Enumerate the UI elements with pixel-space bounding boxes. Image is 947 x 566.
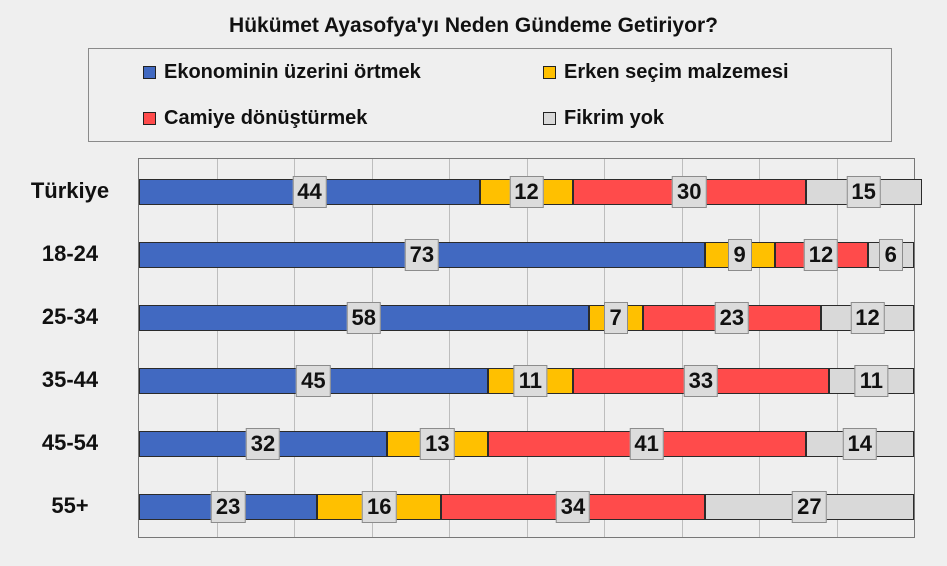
data-label: 14 — [842, 428, 877, 460]
data-label: 41 — [629, 428, 664, 460]
data-label: 30 — [672, 176, 707, 208]
data-label: 34 — [555, 491, 591, 523]
legend-item-erken-secim: Erken seçim malzemesi — [543, 61, 789, 84]
legend-label-fikrim-yok: Fikrim yok — [564, 107, 665, 129]
legend: Ekonominin üzerini örtmek Erken seçim ma… — [88, 48, 892, 142]
category-label: 25-34 — [41, 304, 99, 329]
data-label: 23 — [714, 302, 750, 334]
legend-item-camiye: Camiye dönüştürmek — [143, 107, 367, 130]
gridline — [836, 159, 838, 537]
data-label: 32 — [245, 428, 281, 460]
legend-item-fikrim-yok: Fikrim yok — [543, 107, 664, 130]
data-label: 11 — [854, 365, 889, 397]
gridline — [604, 159, 605, 537]
gridline — [371, 159, 373, 537]
legend-item-ekonomi: Ekonominin üzerini örtmek — [143, 61, 421, 84]
category-label: 35-44 — [41, 367, 99, 392]
data-label: 33 — [683, 365, 719, 397]
data-label: 9 — [727, 239, 752, 271]
legend-label-erken-secim: Erken seçim malzemesi — [564, 61, 789, 83]
data-label: 44 — [292, 176, 327, 208]
data-label: 11 — [513, 365, 548, 397]
legend-label-camiye: Camiye dönüştürmek — [164, 107, 368, 129]
gridline — [681, 159, 683, 537]
data-label: 16 — [362, 491, 397, 523]
category-label: 45-54 — [41, 430, 99, 455]
data-label: 15 — [846, 176, 881, 208]
data-label: 12 — [803, 239, 839, 271]
gridline — [294, 159, 295, 537]
plot-area: 44 12 30 15 73 9 12 6 58 7 23 12 45 11 33 11 32 13 41 14 23 1… — [138, 158, 922, 538]
legend-swatch-erken-secim — [543, 66, 556, 79]
category-label: Türkiye — [30, 178, 110, 203]
data-label: 27 — [792, 491, 827, 523]
legend-swatch-fikrim-yok — [543, 112, 556, 125]
legend-label-ekonomi: Ekonominin üzerini örtmek — [164, 61, 421, 83]
data-label: 7 — [603, 302, 628, 334]
gridline — [526, 159, 528, 537]
data-label: 58 — [346, 302, 381, 334]
category-label: 55+ — [51, 493, 89, 518]
data-label: 13 — [420, 428, 455, 460]
gridline — [449, 159, 450, 537]
category-label: 18-24 — [41, 241, 99, 266]
gridline — [759, 159, 760, 537]
chart-title: Hükümet Ayasofya'yı Neden Gündeme Getiri… — [229, 14, 718, 37]
data-label: 12 — [850, 302, 885, 334]
data-label: 23 — [210, 491, 246, 523]
gridline — [216, 159, 218, 537]
data-label: 6 — [878, 239, 903, 271]
data-label: 73 — [404, 239, 440, 271]
legend-swatch-camiye — [143, 112, 156, 125]
legend-swatch-ekonomi — [143, 66, 156, 79]
data-label: 45 — [296, 365, 331, 397]
data-label: 12 — [509, 176, 544, 208]
